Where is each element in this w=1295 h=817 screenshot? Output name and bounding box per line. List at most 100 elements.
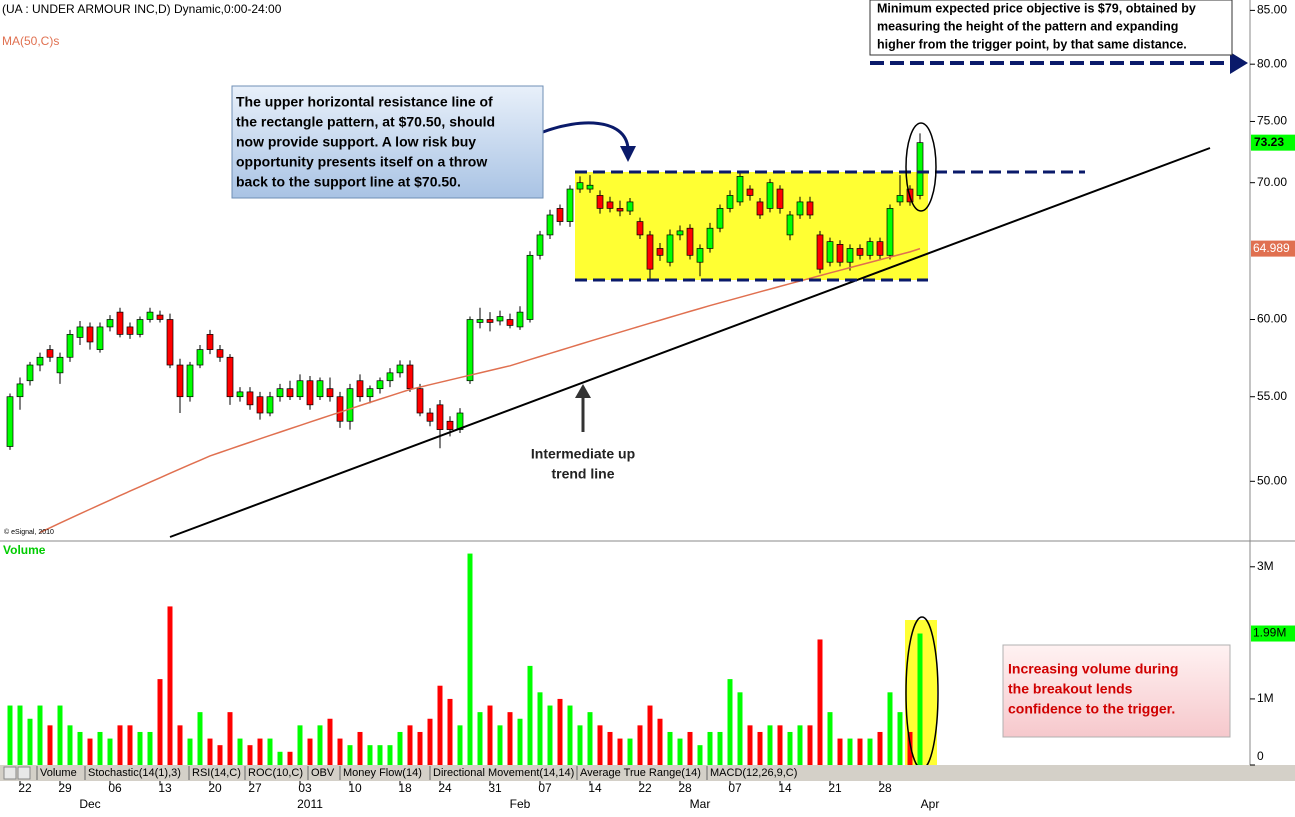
volume-bar — [157, 679, 163, 765]
volume-bar — [447, 698, 453, 765]
x-tick-label: 07 — [728, 781, 742, 795]
volume-bar — [567, 705, 573, 765]
candle-body — [696, 248, 704, 263]
scroll-left[interactable] — [3, 766, 17, 780]
volume-bar — [697, 745, 703, 765]
volume-bar — [897, 712, 903, 765]
volume-bar — [417, 731, 423, 765]
candle-body — [916, 142, 924, 196]
volume-bar — [787, 731, 793, 765]
candle-body — [246, 391, 254, 406]
y-tick-label: 80.00 — [1257, 56, 1287, 70]
candle-body — [66, 334, 74, 358]
candle-body — [346, 388, 354, 422]
x-group-label: 2011 — [297, 797, 323, 811]
tab[interactable]: OBV — [311, 767, 335, 779]
scroll-right[interactable] — [17, 766, 31, 780]
last-price-box — [1251, 134, 1295, 151]
candle-body — [826, 241, 834, 263]
support-note-box — [231, 85, 544, 199]
volume-bar — [497, 725, 503, 765]
volume-bar — [527, 665, 533, 765]
volume-bar — [167, 606, 173, 765]
candle-body — [276, 388, 284, 398]
tab[interactable]: Volume — [40, 767, 77, 779]
y-tick-label: 75.00 — [1257, 114, 1287, 128]
volume-bar — [867, 738, 873, 765]
volume-bar — [877, 731, 883, 765]
x-tick-label: 20 — [208, 781, 222, 795]
last-price-label: 73.23 — [1254, 135, 1284, 149]
volume-bar — [367, 745, 373, 765]
candle-body — [536, 234, 544, 256]
candle-body — [806, 201, 814, 216]
ma-line — [39, 247, 921, 534]
volume-bar — [607, 731, 613, 765]
candle-body — [156, 314, 164, 320]
x-tick-label: 28 — [678, 781, 692, 795]
candle-body — [706, 227, 714, 249]
x-tick-label: 07 — [538, 781, 552, 795]
volume-bar — [407, 725, 413, 765]
candle-body — [336, 396, 344, 422]
tab[interactable]: Directional Movement(14,14) — [433, 767, 574, 779]
annotation-text: confidence to the trigger. — [1008, 701, 1175, 717]
volume-bar — [247, 745, 253, 765]
candle-body — [296, 380, 304, 398]
volume-bar — [337, 738, 343, 765]
volume-title: Volume — [3, 543, 46, 557]
volume-bar — [507, 712, 513, 765]
tab[interactable]: ROC(10,C) — [248, 767, 303, 779]
volume-bar — [67, 725, 73, 765]
volume-bar — [677, 738, 683, 765]
volume-bar — [87, 738, 93, 765]
x-tick-label: 27 — [248, 781, 262, 795]
candle-body — [876, 241, 884, 256]
candle-body — [556, 208, 564, 222]
candle-body — [6, 396, 14, 447]
y-tick-label: 70.00 — [1257, 175, 1287, 189]
candle-body — [146, 311, 154, 320]
volume-bar — [357, 731, 363, 765]
annotation-text: trend line — [551, 466, 614, 482]
candle-body — [186, 364, 194, 398]
x-tick-label: 28 — [878, 781, 892, 795]
candle-body — [886, 208, 894, 256]
volume-bar — [427, 718, 433, 765]
tab[interactable]: MACD(12,26,9,C) — [710, 767, 797, 779]
volume-bar — [747, 725, 753, 765]
x-tick-label: 18 — [398, 781, 412, 795]
candle-body — [86, 326, 94, 343]
volume-bar — [397, 731, 403, 765]
candle-body — [516, 311, 524, 328]
tab[interactable]: Average True Range(14) — [580, 767, 701, 779]
volume-bar — [637, 725, 643, 765]
volume-bar — [797, 725, 803, 765]
volume-bar — [587, 712, 593, 765]
arrow-head — [1230, 52, 1248, 74]
y-tick-label: 0 — [1257, 749, 1264, 763]
volume-bar — [857, 738, 863, 765]
candle-body — [236, 391, 244, 398]
volume-bar — [137, 731, 143, 765]
volume-bar — [257, 738, 263, 765]
candle-body — [856, 248, 864, 256]
candle-body — [616, 208, 624, 212]
tab[interactable]: RSI(14,C) — [192, 767, 241, 779]
x-tick-label: 10 — [348, 781, 362, 795]
candle-body — [596, 195, 604, 209]
candle-body — [196, 349, 204, 366]
volume-bar — [97, 731, 103, 765]
candle-body — [106, 319, 114, 328]
tab[interactable]: Stochastic(14(1),3) — [88, 767, 181, 779]
volume-bar — [207, 738, 213, 765]
x-group-label: Mar — [690, 797, 711, 811]
candle-body — [756, 201, 764, 216]
candle-body — [316, 380, 324, 398]
tab-bar — [0, 765, 1295, 781]
tab[interactable]: Money Flow(14) — [343, 767, 422, 779]
annotation-text: the breakout lends — [1008, 681, 1133, 697]
candle-body — [746, 188, 754, 196]
volume-bar — [617, 738, 623, 765]
